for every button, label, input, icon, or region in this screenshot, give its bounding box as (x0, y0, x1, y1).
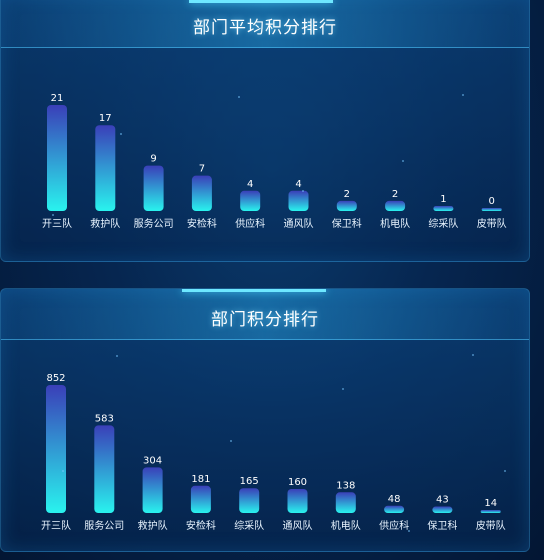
x-tick-label: 供应科 (379, 519, 409, 532)
bar-2[interactable] (143, 165, 164, 211)
bar-value-label: 21 (51, 93, 64, 104)
bar-5[interactable] (287, 488, 308, 513)
bar-value-label: 2 (344, 189, 350, 200)
star-decoration (462, 94, 464, 96)
star-decoration (472, 354, 474, 356)
bar-8[interactable] (433, 205, 454, 211)
x-tick-label: 机电队 (380, 217, 410, 230)
star-decoration (302, 190, 304, 192)
bar-value-label: 304 (143, 455, 162, 466)
header-accent-bar (182, 289, 326, 292)
bar-value-label: 1 (440, 194, 446, 205)
total-score-chart: 852 开三队 583 服务公司 304 救护队 181 安检科 165 综采队 160 通风队 138… (41, 373, 506, 532)
bar-value-label: 2 (392, 189, 398, 200)
bar-value-label: 160 (288, 477, 307, 488)
star-decoration (198, 520, 200, 522)
bar-value-label: 43 (436, 495, 449, 506)
x-tick-label: 供应科 (235, 217, 265, 230)
x-tick-label: 服务公司 (134, 217, 174, 230)
total-score-panel: 部门积分排行 852 开三队 583 服务公司 304 救护队 181 安检科 165 综采队 16… (0, 288, 530, 552)
bar-1[interactable] (95, 125, 116, 211)
avg-score-title: 部门平均积分排行 (193, 18, 337, 38)
bar-9[interactable] (481, 208, 502, 211)
bar-8[interactable] (432, 506, 453, 513)
header-accent-bar (189, 0, 333, 3)
x-tick-label: 开三队 (42, 217, 72, 230)
x-tick-label: 综采队 (428, 217, 458, 230)
bar-value-label: 9 (150, 154, 156, 165)
avg-score-chart: 21 开三队 17 救护队 9 服务公司 7 安检科 4 供应科 4 通风队 2 保卫科 2 机电队 1 综采队 0… (42, 93, 507, 230)
x-tick-label: 服务公司 (84, 519, 124, 532)
x-tick-label: 皮带队 (477, 217, 507, 230)
bar-5[interactable] (288, 190, 309, 211)
bar-0[interactable] (46, 385, 66, 513)
bar-9[interactable] (480, 510, 501, 513)
x-tick-label: 救护队 (138, 519, 168, 532)
x-tick-label: 皮带队 (476, 519, 506, 532)
bar-3[interactable] (191, 175, 212, 211)
star-decoration (230, 440, 232, 442)
bar-6[interactable] (336, 200, 357, 211)
x-tick-label: 通风队 (284, 217, 314, 230)
x-tick-label: 救护队 (90, 217, 120, 230)
x-tick-label: 安检科 (186, 519, 216, 532)
star-decoration (408, 530, 410, 532)
star-decoration (116, 355, 118, 357)
x-tick-label: 综采队 (234, 519, 264, 532)
bar-3[interactable] (190, 485, 211, 513)
star-decoration (504, 470, 506, 472)
x-tick-label: 保卫科 (427, 519, 457, 532)
bar-value-label: 0 (489, 196, 495, 207)
total-score-title: 部门积分排行 (211, 310, 319, 330)
bar-value-label: 14 (484, 498, 497, 509)
star-decoration (52, 214, 54, 216)
bar-value-label: 138 (336, 480, 355, 491)
star-decoration (120, 133, 122, 135)
star-decoration (62, 470, 64, 472)
star-decoration (342, 388, 344, 390)
x-tick-label: 安检科 (187, 217, 217, 230)
bar-value-label: 48 (388, 494, 401, 505)
bar-7[interactable] (385, 200, 406, 211)
x-tick-label: 机电队 (331, 519, 361, 532)
bar-2[interactable] (142, 467, 163, 513)
bar-4[interactable] (240, 190, 261, 211)
bar-value-label: 17 (99, 113, 112, 124)
avg-score-header (1, 0, 529, 48)
bar-4[interactable] (239, 488, 260, 513)
star-decoration (238, 96, 240, 98)
x-tick-label: 保卫科 (332, 217, 362, 230)
x-tick-label: 开三队 (41, 519, 71, 532)
bar-value-label: 4 (295, 179, 301, 190)
bar-value-label: 165 (240, 476, 259, 487)
total-score-header (1, 289, 529, 340)
bar-6[interactable] (335, 492, 356, 513)
bar-value-label: 7 (199, 164, 205, 175)
bar-1[interactable] (94, 425, 115, 513)
bar-7[interactable] (384, 505, 405, 513)
bar-value-label: 181 (191, 474, 210, 485)
bar-value-label: 583 (95, 413, 114, 424)
bar-value-label: 4 (247, 179, 253, 190)
bar-0[interactable] (47, 105, 67, 211)
x-tick-label: 通风队 (283, 519, 313, 532)
avg-score-panel: 部门平均积分排行 21 开三队 17 救护队 9 服务公司 7 安检科 4 供应科 4 通风队 2 保卫科… (0, 0, 530, 262)
star-decoration (402, 160, 404, 162)
bar-value-label: 852 (46, 373, 65, 384)
